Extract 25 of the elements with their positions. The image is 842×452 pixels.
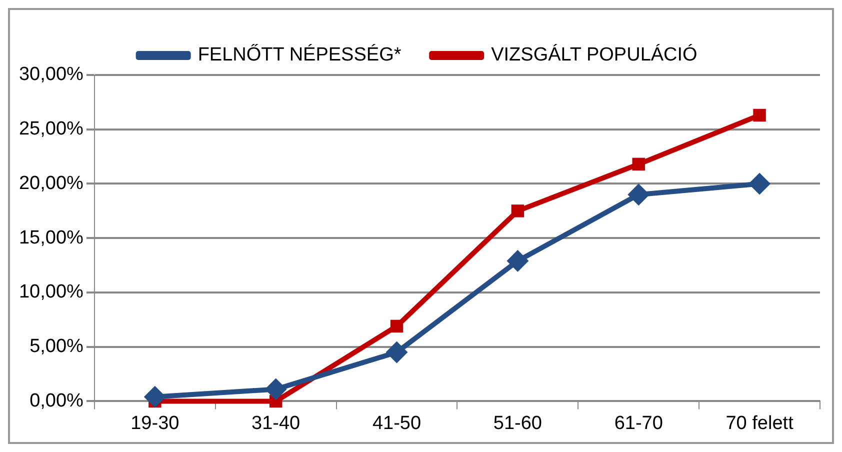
y-tick-label: 25,00% [18,118,84,140]
legend-label: FELNŐTT NÉPESSÉG* [198,44,402,66]
point [511,204,524,218]
point [264,378,287,400]
point [628,184,650,206]
y-tick-label: 30,00% [18,64,84,86]
y-tick-label: 20,00% [18,172,84,194]
x-tick-label: 61-70 [614,412,663,434]
point [386,341,408,364]
x-tick-label: 19-30 [130,412,180,434]
legend-label: VIZSGÁLT POPULÁCIÓ [491,44,698,66]
point [753,108,766,122]
y-tick-label: 10,00% [18,282,84,303]
point [144,386,166,408]
point [506,250,529,272]
point [748,172,771,195]
point [390,320,404,333]
x-tick-label: 70 felett [726,412,794,434]
x-tick-label: 41-50 [372,412,422,434]
y-tick-label: 15,00% [18,227,84,248]
point [632,158,645,171]
y-tick-label: 5,00% [30,336,84,358]
x-tick-label: 51-60 [493,412,542,434]
x-tick-label: 31-40 [252,412,300,434]
y-tick-label: 0,00% [30,390,84,412]
